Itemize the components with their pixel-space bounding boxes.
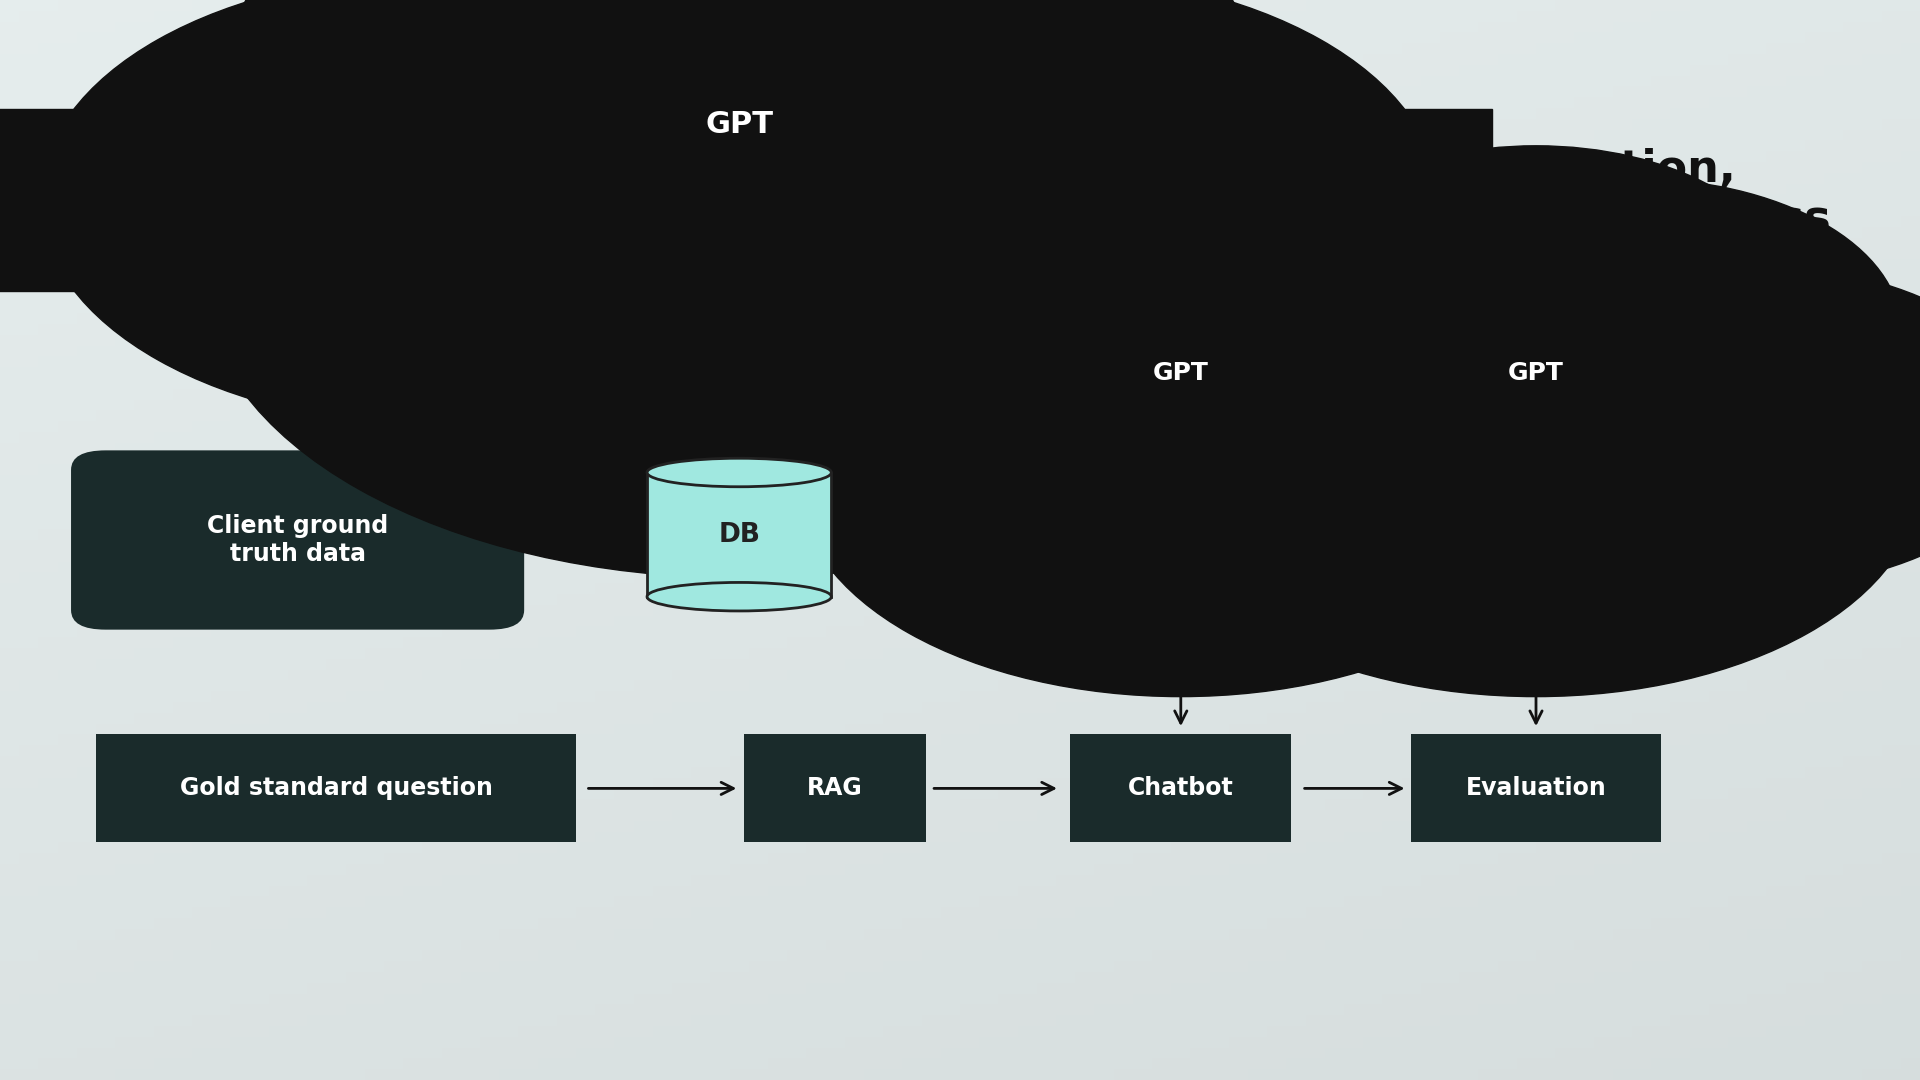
Circle shape bbox=[1171, 178, 1709, 481]
Circle shape bbox=[682, 265, 1258, 589]
Circle shape bbox=[497, 0, 1250, 275]
Circle shape bbox=[40, 0, 847, 427]
Circle shape bbox=[202, 0, 1277, 578]
Text: GPT: GPT bbox=[1507, 361, 1565, 384]
Text: LLM Evaluation,
Manual Review Process: LLM Evaluation, Manual Review Process bbox=[1242, 148, 1830, 241]
Text: Real
chunk: Real chunk bbox=[609, 395, 666, 436]
Circle shape bbox=[1286, 146, 1786, 427]
Bar bbox=[0, 109, 1492, 291]
Circle shape bbox=[390, 0, 1089, 200]
Ellipse shape bbox=[647, 582, 831, 611]
Bar bbox=[96, 734, 576, 842]
Text: DB: DB bbox=[718, 522, 760, 548]
Text: RAG: RAG bbox=[806, 777, 864, 800]
Text: Client ground
truth data: Client ground truth data bbox=[207, 514, 388, 566]
Bar bbox=[643, 362, 1718, 491]
Bar bbox=[647, 473, 831, 596]
Text: GPT: GPT bbox=[705, 110, 774, 138]
Text: Chatbot: Chatbot bbox=[1127, 777, 1235, 800]
FancyBboxPatch shape bbox=[71, 450, 524, 630]
Circle shape bbox=[816, 178, 1354, 481]
Text: Store
fictive
chunk: Store fictive chunk bbox=[808, 392, 870, 455]
Circle shape bbox=[797, 265, 1565, 697]
Bar bbox=[998, 362, 1920, 491]
Circle shape bbox=[228, 0, 981, 275]
Circle shape bbox=[632, 0, 1438, 427]
Text: Evaluation: Evaluation bbox=[1465, 777, 1607, 800]
Circle shape bbox=[1152, 265, 1920, 697]
Circle shape bbox=[931, 146, 1430, 427]
Text: Gold standard question: Gold standard question bbox=[180, 777, 492, 800]
Circle shape bbox=[1363, 178, 1901, 481]
Circle shape bbox=[1008, 178, 1546, 481]
Text: GPT: GPT bbox=[1152, 361, 1210, 384]
Circle shape bbox=[1459, 265, 1920, 589]
Circle shape bbox=[1037, 265, 1613, 589]
Ellipse shape bbox=[647, 458, 831, 487]
Circle shape bbox=[1104, 265, 1680, 589]
Bar bbox=[745, 734, 927, 842]
Bar bbox=[1411, 734, 1661, 842]
Bar bbox=[1071, 734, 1290, 842]
